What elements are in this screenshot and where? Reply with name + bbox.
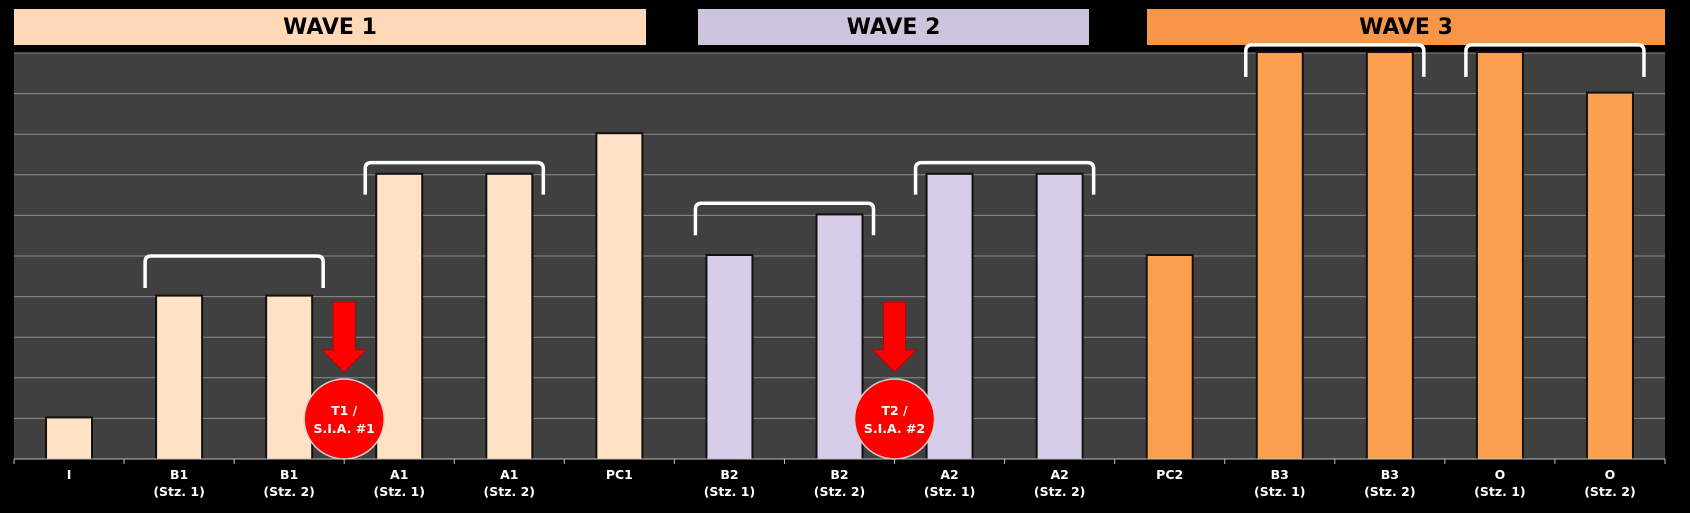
down-arrow-icon [871, 301, 918, 373]
tick-label: A1 [390, 467, 408, 482]
wave-3-header: WAVE 3 [1147, 9, 1665, 45]
wave-1-label: WAVE 1 [283, 14, 377, 40]
wave-3-label: WAVE 3 [1359, 14, 1453, 40]
wave-2-label: WAVE 2 [846, 14, 941, 40]
tick-label: B3 [1381, 467, 1399, 482]
tick-label-sub: (Stz. 1) [1254, 484, 1305, 499]
grouping-bracket [693, 201, 876, 236]
tick-label: O [1605, 467, 1616, 482]
event-badge-label: T1 / [331, 403, 358, 418]
tick-label-sub: (Stz. 2) [1364, 484, 1415, 499]
event-badge-sublabel: S.I.A. #1 [314, 421, 375, 436]
bar [1367, 53, 1412, 459]
tick-label-sub: (Stz. 2) [263, 484, 314, 499]
tick-label-sub: (Stz. 2) [1584, 484, 1635, 499]
bar [267, 296, 312, 459]
wave-2-header: WAVE 2 [698, 9, 1089, 45]
bar [487, 174, 532, 460]
tick-label: B2 [720, 467, 738, 482]
bar [707, 256, 752, 459]
bar [157, 296, 202, 459]
down-arrow-icon [320, 301, 368, 373]
bar [1147, 256, 1192, 459]
tick-label: A1 [500, 467, 518, 482]
grouping-bracket [1464, 43, 1646, 77]
tick-label-sub: (Stz. 1) [704, 484, 755, 499]
event-badge-label: T2 / [881, 403, 908, 418]
tick-label: O [1495, 467, 1506, 482]
tick-label-sub: (Stz. 2) [1034, 484, 1085, 499]
tick-label: B2 [830, 467, 848, 482]
event-badge-sublabel: S.I.A. #2 [864, 421, 925, 436]
tick-label: A2 [940, 467, 958, 482]
bar [1477, 53, 1522, 459]
tick-label: B3 [1271, 467, 1289, 482]
grouping-bracket [363, 160, 546, 195]
bar [1257, 53, 1302, 459]
tick-label: I [67, 467, 72, 482]
tick-label-sub: (Stz. 2) [484, 484, 535, 499]
bar [597, 134, 642, 459]
wave-1-header: WAVE 1 [14, 9, 646, 45]
tick-label: B1 [170, 467, 188, 482]
tick-label: A2 [1050, 467, 1068, 482]
tick-label-sub: (Stz. 2) [814, 484, 865, 499]
event-badge [853, 378, 936, 460]
bar [377, 174, 422, 460]
tick-label-sub: (Stz. 1) [1474, 484, 1525, 499]
event-badge [303, 378, 385, 460]
bar [47, 418, 92, 459]
grouping-bracket [1244, 43, 1426, 77]
grouping-bracket [143, 254, 325, 288]
tick-label: PC1 [606, 467, 633, 482]
tick-label: B1 [280, 467, 298, 482]
bar [1587, 93, 1632, 459]
tick-label: PC2 [1156, 467, 1183, 482]
grouping-bracket [913, 160, 1096, 195]
tick-label-sub: (Stz. 1) [924, 484, 975, 499]
tick-label-sub: (Stz. 1) [373, 484, 424, 499]
tick-label-sub: (Stz. 1) [153, 484, 204, 499]
bar [927, 174, 972, 460]
bar [1037, 174, 1082, 460]
